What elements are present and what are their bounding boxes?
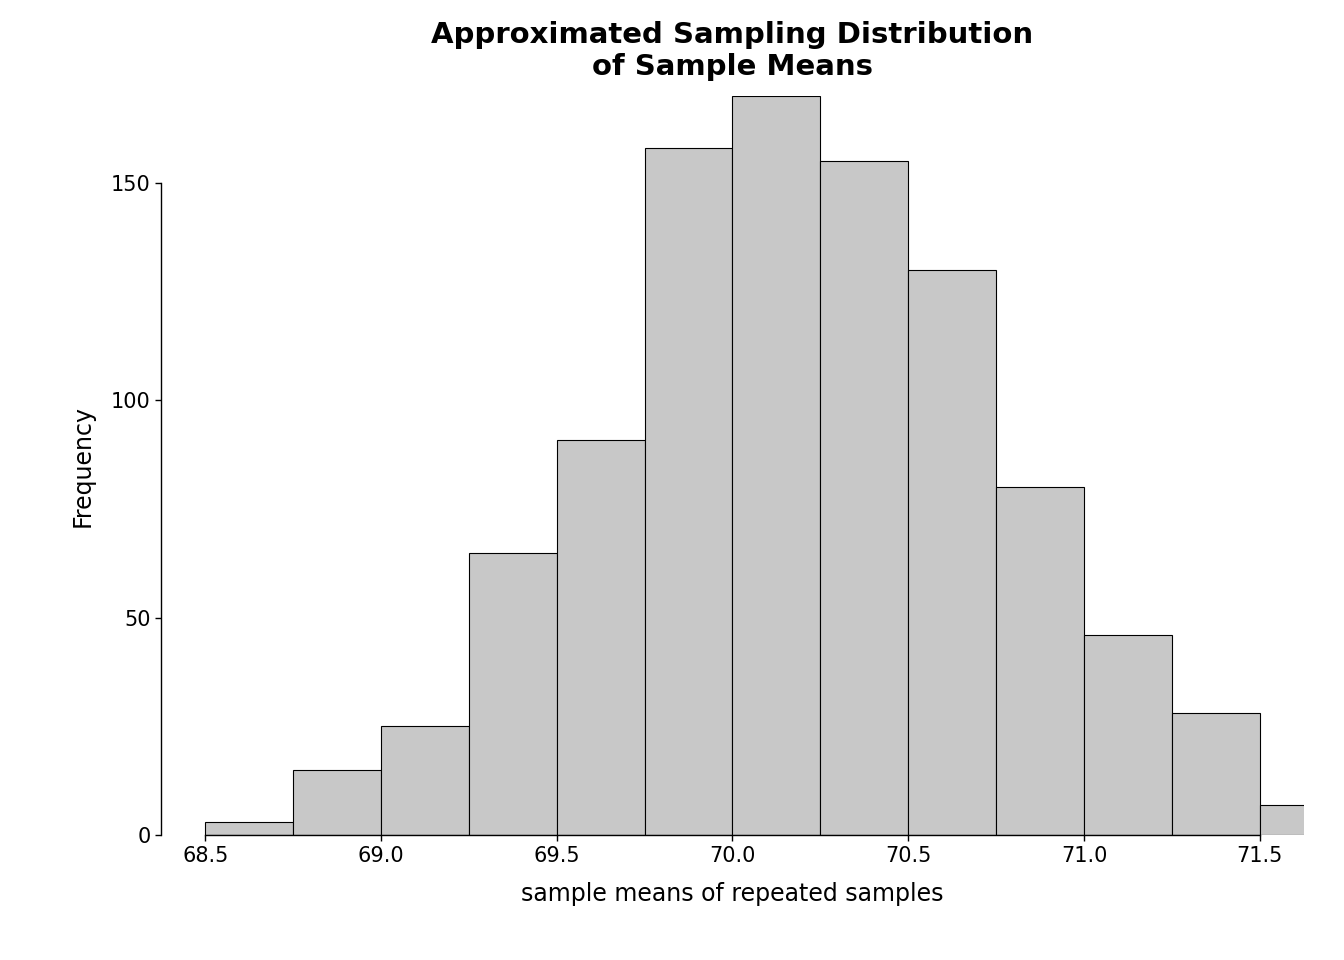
Y-axis label: Frequency: Frequency (70, 404, 94, 527)
Title: Approximated Sampling Distribution
of Sample Means: Approximated Sampling Distribution of Sa… (431, 21, 1034, 82)
Bar (1085, 636, 1172, 835)
Bar (1259, 804, 1344, 835)
Bar (820, 161, 909, 835)
Bar (469, 553, 556, 835)
Bar (206, 822, 293, 835)
Bar (732, 96, 820, 835)
Bar (293, 770, 380, 835)
Bar (996, 488, 1085, 835)
Bar (645, 148, 732, 835)
Bar (556, 440, 645, 835)
Bar (1172, 713, 1259, 835)
Bar (380, 727, 469, 835)
X-axis label: sample means of repeated samples: sample means of repeated samples (521, 882, 943, 906)
Bar (909, 270, 996, 835)
